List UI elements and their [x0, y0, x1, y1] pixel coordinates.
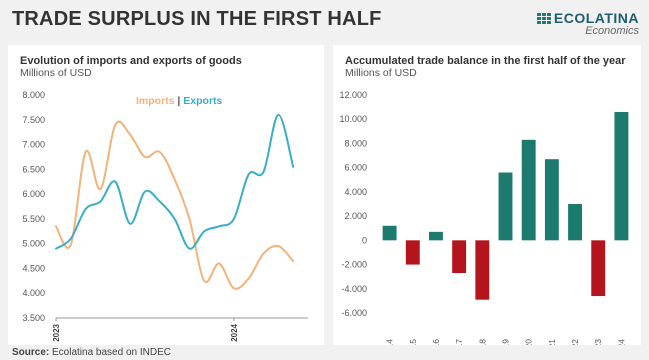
- logo-subtitle: Economics: [585, 25, 639, 37]
- y-tick-label: 3.500: [22, 313, 45, 323]
- y-tick-label: 4.000: [344, 187, 367, 197]
- x-tick-label: 2018: [477, 339, 487, 345]
- legend-exports: Exports: [183, 95, 222, 107]
- x-tick-label: 2023: [52, 323, 61, 341]
- y-tick-label: 5.500: [22, 214, 45, 224]
- page-title: TRADE SURPLUS IN THE FIRST HALF: [12, 8, 382, 30]
- x-tick-label: 2023: [593, 339, 603, 345]
- line-chart-title: Evolution of imports and exports of good…: [20, 55, 242, 67]
- x-tick-label: 2021: [547, 339, 557, 345]
- logo-name: ECOLATINA: [553, 10, 639, 26]
- x-tick-label: 2019: [501, 339, 511, 345]
- y-tick-label: 4.000: [22, 288, 45, 298]
- y-tick-label: -6.000: [341, 308, 367, 318]
- x-tick-label: 2020: [524, 339, 534, 345]
- bar-2024: [614, 111, 629, 241]
- y-tick-label: 7.000: [22, 140, 45, 150]
- bar-2020: [521, 139, 536, 241]
- x-tick-label: 2016: [431, 339, 441, 345]
- bar-2018: [475, 240, 490, 300]
- bar-2023: [591, 240, 606, 297]
- x-tick-label: 2024: [230, 323, 239, 341]
- y-tick-label: 6.000: [22, 189, 45, 199]
- x-tick-label: 2015: [408, 339, 418, 345]
- series-line-exports: [55, 113, 295, 250]
- y-tick-label: 2.000: [344, 211, 367, 221]
- source-note: Source: Ecolatina based on INDEC: [12, 347, 171, 358]
- bar-2022: [568, 204, 582, 241]
- source-label: Source:: [12, 347, 50, 358]
- x-tick-label: 2017: [454, 339, 464, 345]
- bar-2017: [452, 240, 467, 274]
- line-chart-subtitle: Millions of USD: [20, 67, 92, 79]
- y-tick-label: 7.500: [22, 115, 45, 125]
- y-tick-label: 4.500: [22, 263, 45, 273]
- y-tick-label: 12.000: [339, 90, 367, 100]
- bar-chart: 12.000 10.000 8.000 6.000 4.000 2.000 0 -2.000 -…: [339, 90, 629, 345]
- x-tick-label: 2014: [385, 339, 395, 345]
- x-tick-label: 2024: [616, 339, 626, 345]
- bar-2021: [544, 159, 559, 241]
- series-line-imports: [55, 120, 295, 290]
- legend-separator: |: [175, 95, 184, 107]
- y-tick-label: 0: [362, 235, 367, 245]
- line-chart-panel: Evolution of imports and exports of good…: [8, 45, 324, 345]
- y-tick-label: 6.500: [22, 164, 45, 174]
- y-tick-label: -4.000: [341, 284, 367, 294]
- y-tick-label: 10.000: [339, 114, 367, 124]
- y-tick-label: 5.000: [22, 239, 45, 249]
- x-tick-label: 2022: [570, 339, 580, 345]
- line-chart: 8.000 7.500 7.000 6.500 6.000 5.500 5.000 4.500…: [22, 90, 308, 342]
- bar-2016: [429, 231, 443, 241]
- bar-chart-title: Accumulated trade balance in the first h…: [345, 55, 626, 67]
- logo: ECOLATINA Economics: [536, 10, 639, 37]
- chart-legend: Imports | Exports: [136, 95, 223, 107]
- bar-2015: [405, 240, 420, 265]
- legend-imports: Imports: [136, 95, 175, 107]
- bar-2014: [382, 225, 397, 241]
- source-text: Ecolatina based on INDEC: [49, 347, 171, 358]
- bar-chart-subtitle: Millions of USD: [345, 67, 417, 79]
- y-tick-label: 6.000: [344, 163, 367, 173]
- logo-mark-icon: [536, 12, 551, 24]
- y-tick-label: 8.000: [344, 138, 367, 148]
- y-tick-label: 8.000: [22, 90, 45, 100]
- y-tick-label: -2.000: [341, 260, 367, 270]
- bar-2019: [498, 172, 513, 241]
- bar-chart-panel: Accumulated trade balance in the first h…: [333, 45, 641, 345]
